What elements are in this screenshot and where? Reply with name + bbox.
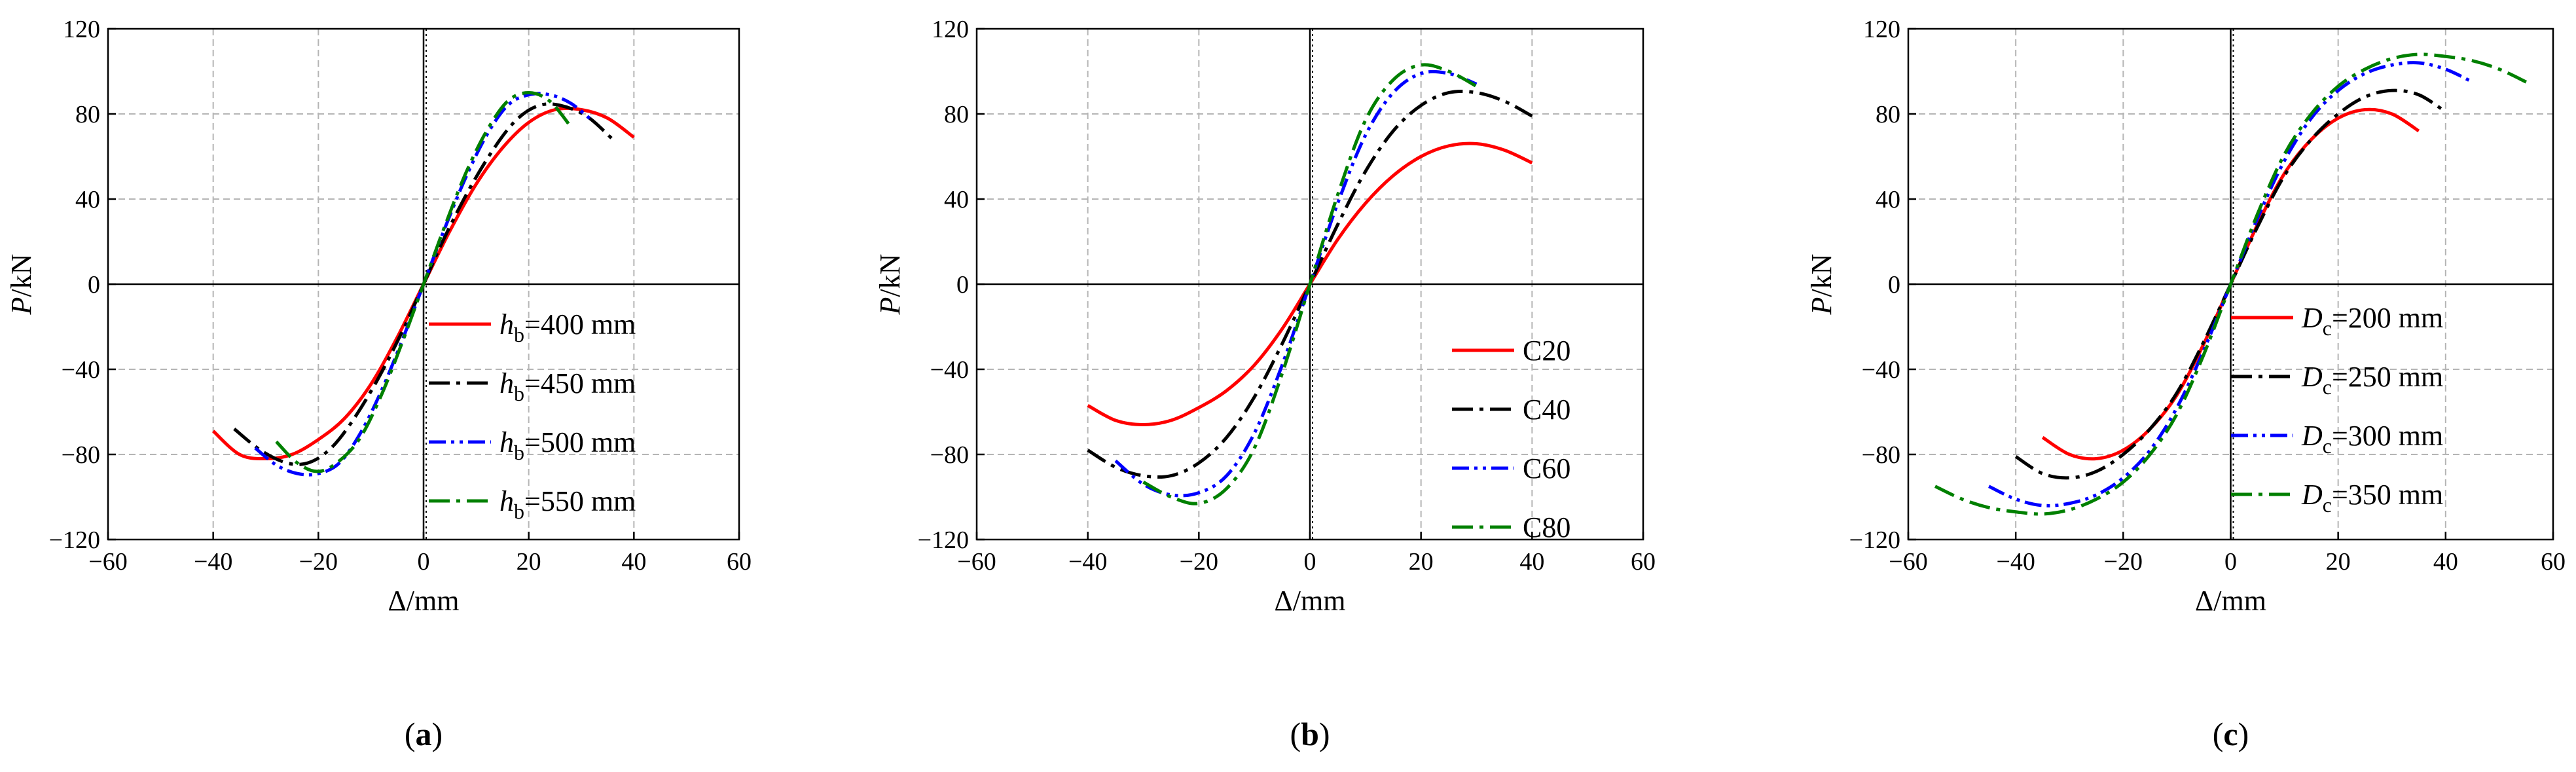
x-tick-label-6: 60: [727, 548, 752, 576]
x-tick-label-6: 60: [1631, 548, 1656, 576]
y-tick-label-5: 80: [75, 101, 100, 128]
x-tick-label-5: 40: [2433, 548, 2458, 576]
x-tick-label-1: −40: [1996, 548, 2035, 576]
legend-label-1: C40: [1523, 394, 1570, 426]
y-tick-label-3: 0: [88, 271, 100, 299]
y-axis-title: P/kN: [874, 254, 906, 316]
y-tick-label-0: −120: [1849, 526, 1900, 554]
x-tick-label-6: 60: [2541, 548, 2566, 576]
x-tick-label-2: −20: [1180, 548, 1218, 576]
series-line-3: [1934, 52, 2528, 516]
y-tick-label-6: 120: [63, 16, 100, 43]
legend-label-3: hb=550 mm: [499, 485, 636, 523]
panel-label-b: (b): [1290, 716, 1330, 752]
x-tick-label-2: −20: [2104, 548, 2143, 576]
y-tick-label-1: −80: [62, 441, 100, 469]
legend: hb=400 mm hb=450 mm hb=500 mm hb=550 mm: [429, 308, 636, 523]
panel-label-a: (a): [405, 716, 443, 752]
x-tick-label-0: −60: [1889, 548, 1927, 576]
y-tick-label-4: 40: [944, 186, 969, 213]
legend-label-0: Dc=200 mm: [2301, 302, 2443, 340]
y-tick-label-1: −80: [1862, 441, 1900, 469]
x-axis-title: Δ/mm: [1275, 585, 1346, 617]
y-tick-label-5: 80: [1876, 101, 1900, 128]
legend: Dc=200 mm Dc=250 mm Dc=300 mm Dc=350 mm: [2231, 302, 2443, 517]
legend-label-0: C20: [1523, 335, 1570, 367]
y-axis-title-unit: /kN: [1805, 254, 1838, 297]
x-tick-label-4: 20: [517, 548, 541, 576]
x-tick-label-5: 40: [1519, 548, 1544, 576]
legend-label-2: C60: [1523, 452, 1570, 485]
y-tick-label-1: −80: [930, 441, 969, 469]
x-tick-label-1: −40: [1068, 548, 1107, 576]
legend-label-3: Dc=350 mm: [2301, 479, 2443, 517]
chart-panel-b: −60 −40 −20 0 20 40 60 −120 −80 −40 0 40 80 120 Δ/mm P/…: [874, 16, 1656, 752]
y-tick-label-3: 0: [956, 271, 969, 299]
x-tick-label-2: −20: [299, 548, 338, 576]
y-tick-label-2: −40: [62, 356, 100, 384]
y-tick-label-6: 120: [1863, 16, 1900, 43]
series-line-3: [275, 91, 572, 473]
x-tick-label-0: −60: [88, 548, 127, 576]
x-tick-label-5: 40: [621, 548, 646, 576]
legend-label-1: Dc=250 mm: [2301, 361, 2443, 399]
y-axis-title-unit: /kN: [874, 254, 906, 297]
y-tick-label-2: −40: [1862, 356, 1900, 384]
x-axis-title: Δ/mm: [388, 585, 460, 617]
series-line-1: [233, 102, 614, 466]
chart-panel-a: −60 −40 −20 0 20 40 60 −120 −80 −40 0 40 80 120 Δ/mm P/…: [5, 16, 752, 752]
series-line-2: [254, 92, 593, 477]
x-tick-label-0: −60: [957, 548, 996, 576]
legend: C20 C40 C60 C80: [1452, 335, 1570, 543]
series-line-3: [1142, 63, 1478, 505]
legend-label-2: hb=500 mm: [499, 426, 636, 464]
legend-label-2: Dc=300 mm: [2301, 420, 2443, 458]
x-tick-label-3: 0: [1304, 548, 1316, 576]
y-axis-title-symbol: P: [874, 297, 906, 316]
y-tick-label-0: −120: [918, 526, 969, 554]
y-axis-title-symbol: P: [1805, 297, 1838, 316]
y-tick-label-4: 40: [75, 186, 100, 213]
y-tick-label-5: 80: [944, 101, 969, 128]
y-axis-title-unit: /kN: [5, 254, 37, 297]
chart-panel-c: −60 −40 −20 0 20 40 60 −120 −80 −40 0 40 80 120 Δ/mm P/…: [1805, 16, 2566, 752]
y-tick-label-4: 40: [1876, 186, 1900, 213]
x-tick-label-3: 0: [2224, 548, 2237, 576]
y-tick-label-3: 0: [1888, 271, 1900, 299]
legend-label-1: hb=450 mm: [499, 367, 636, 405]
y-tick-label-6: 120: [932, 16, 969, 43]
legend-label-3: C80: [1523, 511, 1570, 543]
legend-label-0: hb=400 mm: [499, 308, 636, 346]
x-tick-label-4: 20: [1409, 548, 1434, 576]
x-tick-label-3: 0: [418, 548, 430, 576]
x-tick-label-4: 20: [2326, 548, 2351, 576]
y-axis-title-symbol: P: [5, 297, 37, 316]
x-tick-label-1: −40: [194, 548, 232, 576]
panel-label-c: (c): [2213, 716, 2249, 752]
y-tick-label-2: −40: [930, 356, 969, 384]
y-tick-label-0: −120: [49, 526, 100, 554]
y-axis-title: P/kN: [5, 254, 37, 316]
y-axis-title: P/kN: [1805, 254, 1838, 316]
x-axis-title: Δ/mm: [2195, 585, 2266, 617]
